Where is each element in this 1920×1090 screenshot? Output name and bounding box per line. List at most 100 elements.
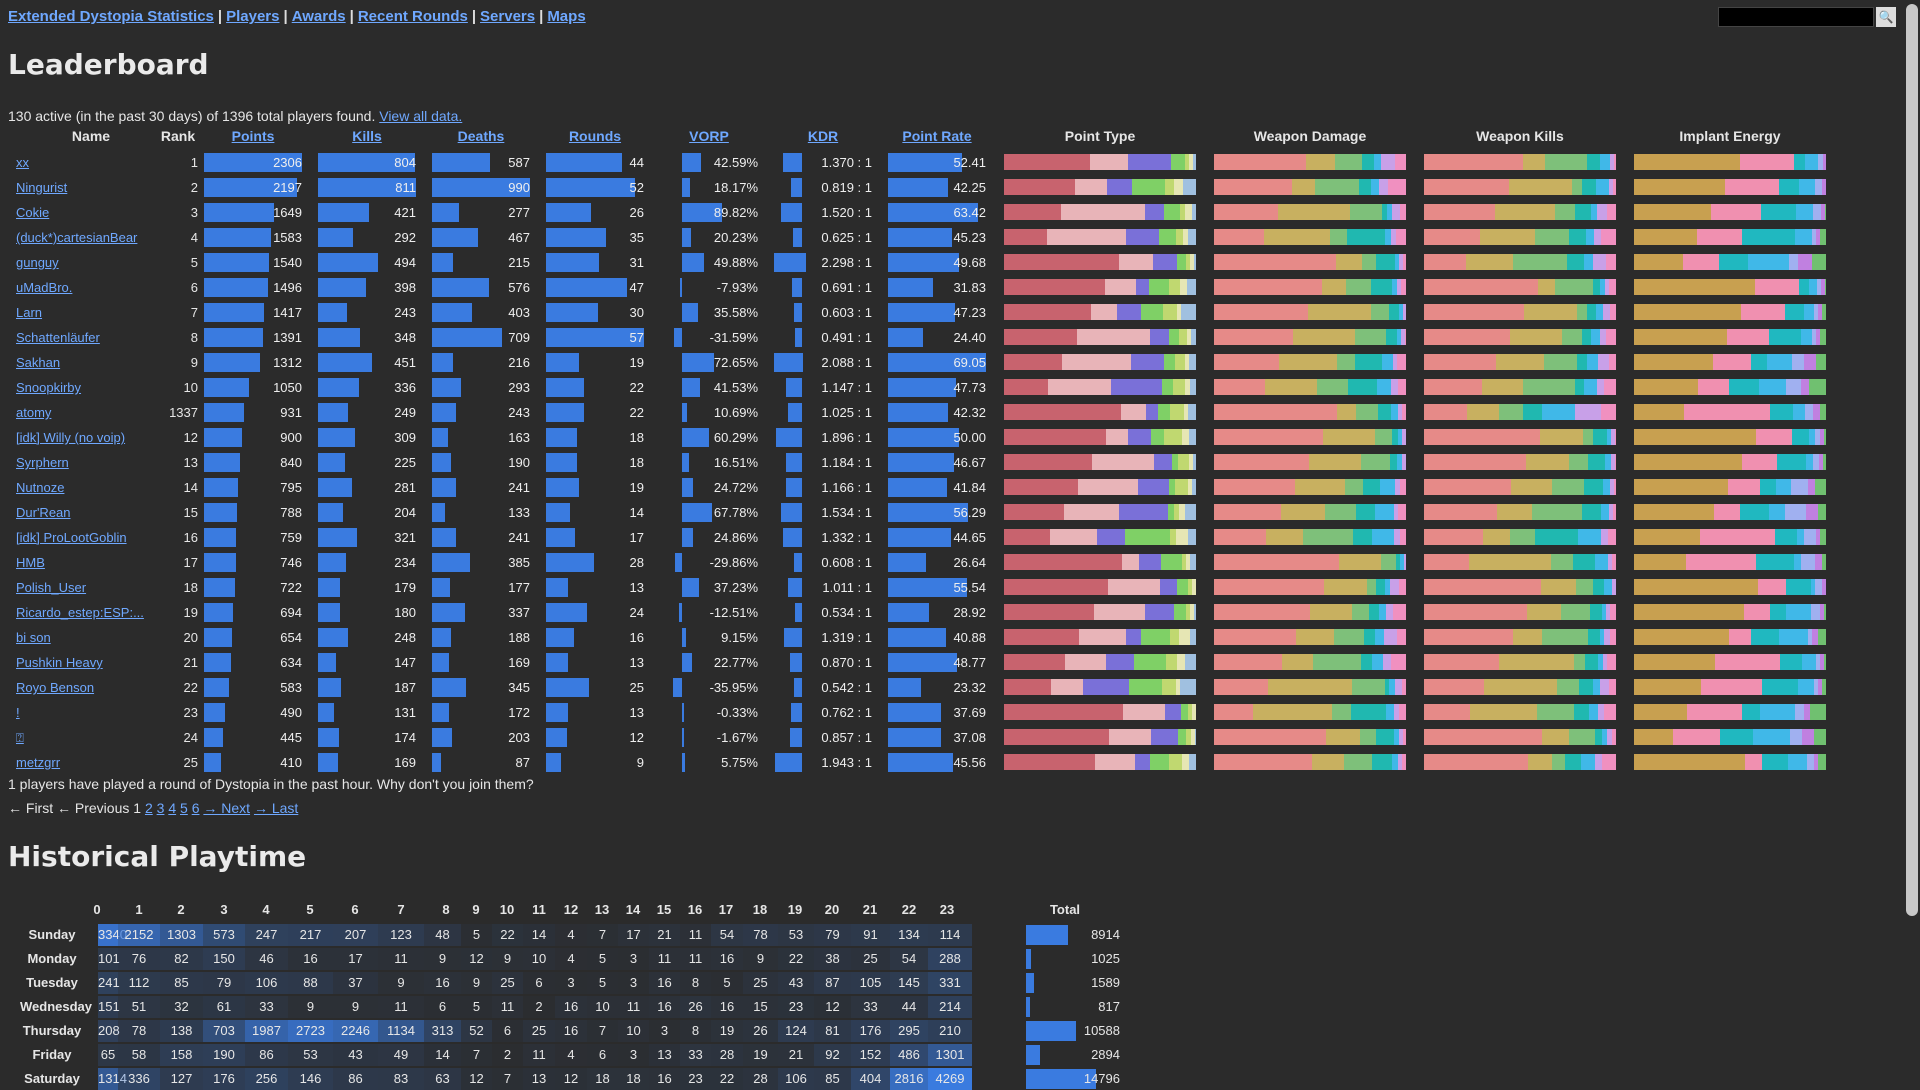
header-kdr[interactable]: KDR	[807, 128, 839, 144]
cell-points: 1540	[204, 253, 302, 272]
header-points[interactable]: Points	[231, 128, 275, 144]
player-name-link[interactable]: HMB	[16, 555, 45, 570]
player-name-link[interactable]: uMadBro.	[16, 280, 73, 295]
player-name-link[interactable]: xx	[16, 155, 29, 170]
player-name-link[interactable]: [idk] Willy (no voip)	[16, 430, 126, 445]
player-name-link[interactable]: Snoopkirby	[16, 380, 82, 395]
deaths-value: 241	[508, 530, 530, 545]
player-name-link[interactable]: Pushkin Heavy	[16, 655, 103, 670]
implant-energy-bar-segment	[1719, 254, 1748, 270]
point-type-bar	[1004, 454, 1196, 470]
rate-bar	[888, 728, 941, 747]
weapon-damage-bar	[1214, 704, 1406, 720]
cell-vorp: -1.67%	[660, 728, 758, 747]
nav-link-servers[interactable]: Servers	[480, 8, 536, 25]
cell-vorp: -29.86%	[660, 553, 758, 572]
playtime-cell: 13	[649, 1044, 680, 1066]
weapon-damage-bar-segment	[1214, 404, 1337, 420]
nav-link-maps[interactable]: Maps	[547, 8, 586, 25]
nav-link-players[interactable]: Players	[226, 8, 280, 25]
header-point-rate[interactable]: Point Rate	[902, 128, 972, 144]
player-name-link[interactable]: Nutnoze	[16, 480, 65, 495]
player-name-link[interactable]: [idk] ProLootGoblin	[16, 530, 127, 545]
implant-energy-bar-segment	[1760, 479, 1776, 495]
search-input[interactable]	[1718, 7, 1874, 27]
player-rank: 8	[190, 330, 198, 345]
view-all-link[interactable]: View all data.	[379, 108, 463, 124]
weapon-kills-bar-segment	[1597, 204, 1607, 220]
search-icon[interactable]: 🔍	[1876, 7, 1896, 27]
playtime-cell: 2723	[288, 1020, 333, 1042]
pager-last[interactable]: → Last	[253, 800, 299, 816]
player-name-link[interactable]: gunguy	[16, 255, 59, 270]
header-deaths[interactable]: Deaths	[457, 128, 505, 144]
deaths-value: 385	[508, 555, 530, 570]
pager-page-5[interactable]: 5	[180, 800, 188, 816]
player-name-link[interactable]: ⍰	[16, 730, 24, 745]
scrollbar[interactable]	[1904, 0, 1920, 1080]
nav-link-recent-rounds[interactable]: Recent Rounds	[357, 8, 468, 25]
header-kills[interactable]: Kills	[352, 128, 382, 144]
header-vorp[interactable]: VORP	[689, 128, 729, 144]
playtime-cell: 176	[851, 1020, 890, 1042]
vorp-bar	[682, 628, 686, 647]
point-type-bar-segment	[1168, 504, 1174, 520]
player-name-link[interactable]: Polish_User	[16, 580, 87, 595]
point-type-bar-segment	[1187, 279, 1196, 295]
nav-link-awards[interactable]: Awards	[291, 8, 346, 25]
vorp-value: 10.69%	[713, 405, 758, 420]
points-bar	[204, 728, 223, 747]
implant-energy-bar-segment	[1809, 379, 1826, 395]
player-name-link[interactable]: Syrphern	[16, 455, 69, 470]
player-name-link[interactable]: Royo Benson	[16, 680, 95, 695]
player-name-link[interactable]: Schattenläufer	[16, 330, 100, 345]
player-name-link[interactable]: atomy	[16, 405, 52, 420]
player-name-link[interactable]: Ningurist	[16, 180, 68, 195]
player-name-link[interactable]: !	[16, 705, 20, 720]
playtime-cell: 9	[424, 948, 461, 970]
nav-link-extended-dystopia-statistics[interactable]: Extended Dystopia Statistics	[8, 8, 214, 25]
pager-page-3[interactable]: 3	[156, 800, 165, 816]
weapon-kills-bar-segment	[1603, 654, 1607, 670]
scrollbar-thumb[interactable]	[1906, 4, 1918, 916]
deaths-bar	[432, 578, 450, 597]
playtime-cell: 26	[743, 1020, 778, 1042]
kills-bar	[318, 378, 359, 397]
implant-energy-bar-segment	[1634, 629, 1729, 645]
weapon-damage-bar-segment	[1402, 754, 1406, 770]
weapon-damage-bar-segment	[1362, 154, 1374, 170]
player-name-link[interactable]: Cokie	[16, 205, 50, 220]
cell-rounds: 25	[546, 678, 644, 697]
weapon-damage-bar-segment	[1372, 654, 1383, 670]
player-name-link[interactable]: Larn	[16, 305, 43, 320]
weapon-kills-bar-segment	[1424, 579, 1541, 595]
weapon-kills-bar-segment	[1538, 279, 1555, 295]
rounds-bar	[546, 403, 584, 422]
playtime-cell: 10	[618, 1020, 649, 1042]
cell-vorp: 42.59%	[660, 153, 758, 172]
leaderboard-row: Ricardo_estep:ESP:... 19 694 180 337 24 28.92-…	[8, 600, 1828, 625]
player-name-link[interactable]: Ricardo_estep:ESP:...	[16, 605, 144, 620]
kdr-bar	[786, 478, 802, 497]
vorp-value: 22.77%	[713, 655, 758, 670]
weapon-damage-bar-segment	[1382, 354, 1393, 370]
header-rounds[interactable]: Rounds	[568, 128, 622, 144]
vorp-value: 60.29%	[713, 430, 758, 445]
player-name-link[interactable]: Sakhan	[16, 355, 61, 370]
pager-next[interactable]: → Next	[203, 800, 251, 816]
weapon-damage-bar-segment	[1317, 379, 1348, 395]
pager-page-6[interactable]: 6	[191, 800, 200, 816]
weapon-damage-bar-segment	[1296, 629, 1334, 645]
player-name-link[interactable]: metzgrr	[16, 755, 61, 770]
cell-deaths: 467	[432, 228, 530, 247]
weapon-kills-bar-segment	[1604, 579, 1612, 595]
deaths-bar	[432, 328, 502, 347]
rate-bar	[888, 528, 951, 547]
player-name-link[interactable]: (duck*)cartesianBear	[16, 230, 138, 245]
pager-page-2[interactable]: 2	[144, 800, 153, 816]
pager-page-4[interactable]: 4	[168, 800, 177, 816]
player-name-link[interactable]: bi son	[16, 630, 51, 645]
implant-energy-bar-segment	[1824, 654, 1826, 670]
player-name-link[interactable]: Dur'Rean	[16, 505, 71, 520]
leaderboard-title: Leaderboard	[8, 48, 209, 81]
